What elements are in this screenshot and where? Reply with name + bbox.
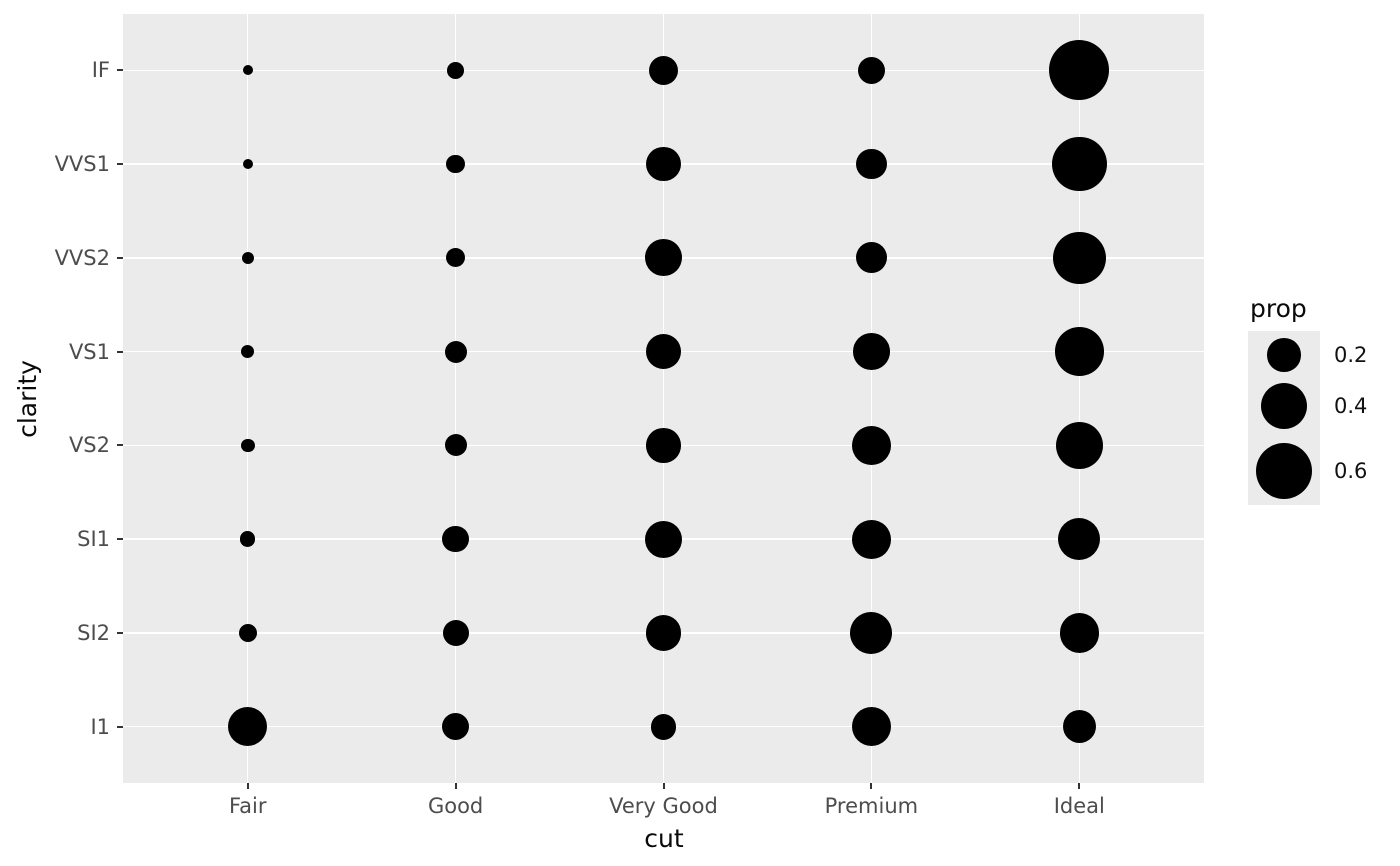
- y-tick-label: VS1: [68, 339, 110, 364]
- y-tick-label: VVS1: [54, 152, 110, 177]
- data-point: [444, 434, 467, 457]
- y-tick-label: VVS2: [54, 245, 110, 270]
- x-tick-label: Fair: [228, 794, 267, 818]
- data-point: [228, 707, 268, 747]
- data-point: [241, 251, 254, 264]
- data-point: [852, 426, 891, 465]
- data-point: [240, 344, 255, 359]
- legend-key-dot: [1255, 442, 1313, 500]
- data-point: [851, 707, 891, 747]
- y-axis-tick: [117, 538, 123, 541]
- y-axis-tick: [117, 256, 123, 259]
- gridline-vertical: [870, 14, 873, 783]
- data-point: [442, 619, 469, 647]
- y-axis-tick: [117, 350, 123, 353]
- data-point: [645, 520, 682, 558]
- data-point: [242, 159, 253, 170]
- legend-keys: [1248, 331, 1320, 505]
- gridline-vertical: [662, 14, 665, 783]
- data-point: [648, 55, 679, 85]
- data-point: [853, 333, 890, 370]
- plot-panel: [123, 14, 1204, 783]
- y-axis-tick: [117, 163, 123, 166]
- x-tick-label: Good: [427, 794, 484, 818]
- data-point: [1058, 518, 1101, 561]
- y-tick-label: I1: [90, 714, 110, 739]
- x-axis-tick: [870, 783, 873, 789]
- data-point: [646, 334, 681, 369]
- data-point: [646, 428, 681, 463]
- data-point: [442, 525, 469, 553]
- x-axis-tick: [662, 783, 665, 789]
- data-point: [850, 612, 893, 654]
- data-point: [238, 623, 257, 643]
- legend-key-dot: [1267, 338, 1301, 372]
- y-tick-label: SI2: [77, 620, 110, 645]
- y-axis-tick: [117, 69, 123, 72]
- gridline-vertical: [454, 14, 457, 783]
- data-point: [446, 154, 465, 174]
- data-point: [857, 56, 886, 84]
- y-axis-tick: [117, 444, 123, 447]
- y-axis-tick: [117, 725, 123, 728]
- data-point: [1049, 40, 1110, 101]
- x-axis-title: cut: [644, 824, 684, 853]
- data-point: [444, 340, 467, 363]
- data-point: [1062, 710, 1096, 744]
- data-point: [646, 146, 681, 182]
- x-axis-tick: [1078, 783, 1081, 789]
- x-tick-label: Ideal: [1053, 794, 1105, 818]
- data-point: [240, 438, 255, 453]
- legend-label: 0.2: [1334, 343, 1368, 367]
- data-point: [852, 519, 891, 559]
- y-tick-label: SI1: [77, 527, 110, 552]
- y-axis-tick: [117, 631, 123, 634]
- legend-label: 0.6: [1334, 459, 1368, 483]
- data-point: [1054, 327, 1104, 376]
- legend-key-dot: [1260, 382, 1308, 430]
- data-point: [1051, 136, 1107, 192]
- data-point: [855, 148, 887, 180]
- x-tick-label: Very Good: [609, 794, 718, 818]
- y-axis-title: clarity: [13, 360, 42, 438]
- data-point: [242, 65, 253, 76]
- data-point: [1053, 231, 1106, 285]
- legend-label: 0.4: [1334, 394, 1368, 418]
- data-point: [441, 713, 470, 741]
- data-point: [1059, 613, 1099, 653]
- x-tick-label: Premium: [824, 794, 919, 818]
- data-point: [855, 242, 887, 274]
- data-point: [650, 713, 677, 740]
- data-point: [447, 61, 464, 79]
- data-point: [1055, 421, 1103, 469]
- data-point: [240, 531, 256, 547]
- data-point: [645, 615, 682, 651]
- data-point: [645, 239, 682, 277]
- y-tick-label: IF: [91, 58, 110, 83]
- data-point: [446, 248, 466, 268]
- gridline-vertical: [1078, 14, 1081, 783]
- y-tick-label: VS2: [68, 433, 110, 458]
- x-axis-tick: [454, 783, 457, 789]
- legend-title: prop: [1250, 294, 1307, 323]
- x-axis-tick: [246, 783, 249, 789]
- gridline-vertical: [246, 14, 249, 783]
